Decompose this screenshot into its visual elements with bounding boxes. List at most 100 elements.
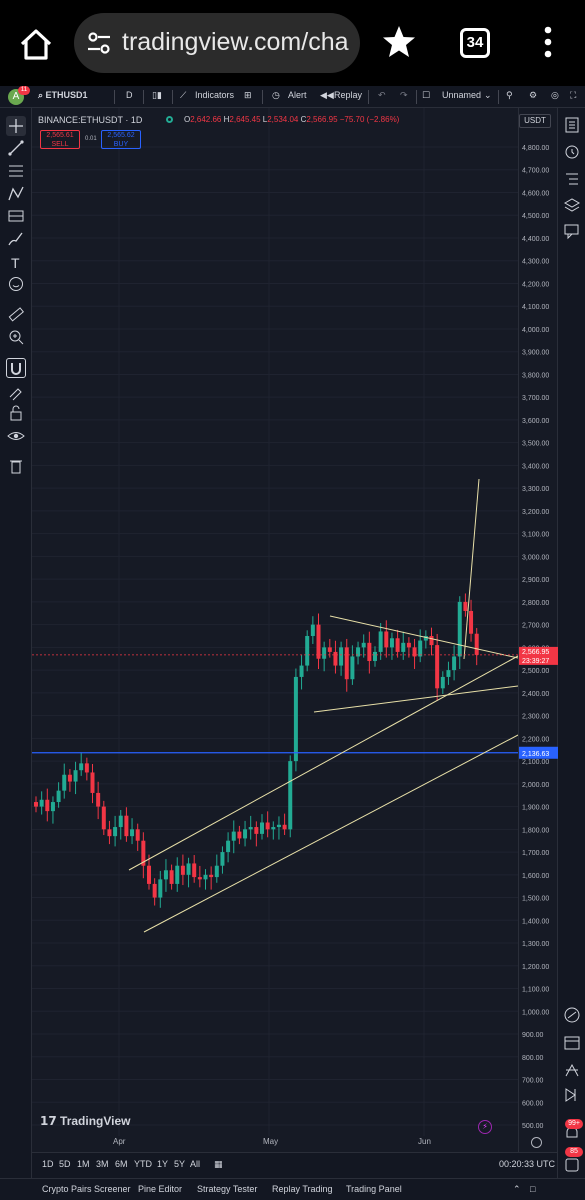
sell-label: SELL <box>51 141 69 148</box>
range-all[interactable]: All <box>190 1159 201 1169</box>
chevron-down-icon[interactable]: ⌄ <box>484 90 492 100</box>
zoom-in-icon[interactable] <box>6 327 26 347</box>
maximize-panel-icon[interactable]: □ <box>530 1184 536 1194</box>
bookmark-star-icon[interactable] <box>381 24 417 60</box>
currency-selector[interactable]: USDT <box>519 114 551 128</box>
change-value: −75.70 (−2.86%) <box>339 115 400 124</box>
ruler-icon[interactable] <box>6 304 26 324</box>
alerts-log-icon[interactable] <box>563 1086 581 1104</box>
text-tool-icon[interactable]: T <box>6 252 26 272</box>
replay-icon[interactable]: ◀◀ <box>320 90 334 100</box>
candle-body <box>412 647 417 657</box>
range-6m[interactable]: 6M <box>115 1159 128 1169</box>
lock-icon[interactable] <box>6 403 26 423</box>
url-bar[interactable]: tradingview.com/cha <box>74 13 360 73</box>
price-tick-label: 4,800.00 <box>522 145 549 152</box>
price-tick-label: 4,200.00 <box>522 281 549 288</box>
range-1m[interactable]: 1M <box>77 1159 90 1169</box>
candle-body <box>452 656 457 671</box>
alerts-clock-icon[interactable] <box>563 142 581 160</box>
templates-icon[interactable]: ⊞ <box>244 90 252 100</box>
brush-icon[interactable] <box>6 229 26 249</box>
left-drawing-toolbar: T <box>0 108 32 1178</box>
collapse-panel-icon[interactable]: ⌃ <box>513 1184 521 1194</box>
candle-body <box>356 647 361 657</box>
site-settings-icon[interactable] <box>86 31 112 55</box>
candle-body <box>169 870 174 884</box>
object-tree-icon[interactable] <box>563 170 581 188</box>
redo-icon[interactable]: ↷ <box>400 90 408 100</box>
close-label: C <box>300 115 307 124</box>
indicators-button[interactable]: Indicators <box>195 90 235 100</box>
layout-name-button[interactable]: Unnamed <box>442 90 482 100</box>
tab-replay-trading[interactable]: Replay Trading <box>272 1184 333 1194</box>
goto-date-icon[interactable]: ▦ <box>214 1159 223 1169</box>
chat-icon[interactable] <box>563 222 581 240</box>
tab-crypto-pairs-screener[interactable]: Crypto Pairs Screener <box>42 1184 131 1194</box>
camera-icon[interactable]: ◎ <box>551 90 559 100</box>
trash-icon[interactable] <box>6 456 26 476</box>
trend-line-icon[interactable] <box>6 138 26 158</box>
ideas-icon[interactable] <box>563 1006 581 1024</box>
range-ytd[interactable]: YTD <box>134 1159 152 1169</box>
alarm-clock-icon[interactable]: ◷ <box>272 90 280 100</box>
candle-style-icon[interactable]: ▯▮ <box>152 90 162 100</box>
axis-settings-icon[interactable] <box>531 1137 542 1148</box>
sell-button[interactable]: 2,565.61 SELL <box>40 130 80 149</box>
level-price-tag <box>519 746 558 759</box>
settings-gear-icon[interactable]: ⚙ <box>529 90 538 100</box>
range-1d[interactable]: 1D <box>42 1159 54 1169</box>
range-5d[interactable]: 5D <box>59 1159 71 1169</box>
buy-button[interactable]: 2,565.62 BUY <box>101 130 141 149</box>
candle-body <box>310 624 315 636</box>
tab-switcher-button[interactable]: 34 <box>460 28 490 58</box>
quick-search-icon[interactable]: ⚲ <box>506 90 513 100</box>
magnet-icon[interactable] <box>6 358 26 378</box>
tab-trading-panel[interactable]: Trading Panel <box>346 1184 402 1194</box>
fullscreen-icon[interactable]: ⛶ <box>570 90 577 100</box>
candle-body <box>463 601 468 611</box>
strategy-icon[interactable] <box>563 1060 581 1078</box>
range-5y[interactable]: 5Y <box>174 1159 186 1169</box>
prediction-tool-icon[interactable] <box>6 206 26 226</box>
candle-body <box>361 642 366 648</box>
range-3m[interactable]: 3M <box>96 1159 109 1169</box>
indicators-icon[interactable]: ⟋ <box>180 90 187 100</box>
symbol-search[interactable]: ⌕ ETHUSD1 <box>38 90 88 100</box>
price-chart[interactable]: Apr May Jun <box>32 108 557 1152</box>
help-icon[interactable] <box>563 1156 581 1174</box>
crosshair-icon[interactable] <box>6 116 26 136</box>
eye-icon[interactable] <box>6 426 26 446</box>
utc-clock[interactable]: 00:20:33 UTC <box>499 1159 556 1169</box>
candle-body <box>180 865 185 875</box>
tab-strategy-tester[interactable]: Strategy Tester <box>197 1184 258 1194</box>
price-scale-axis: 500.00 600.00 700.00 800.00 900.00 1,000.00 1,… <box>519 145 558 1130</box>
undo-icon[interactable]: ↶ <box>378 90 386 100</box>
chart-pane[interactable]: Apr May Jun <box>32 108 557 1152</box>
stay-in-drawing-mode-icon[interactable] <box>6 381 26 401</box>
layout-icon[interactable]: ☐ <box>422 90 431 100</box>
range-1y[interactable]: 1Y <box>157 1159 169 1169</box>
price-tick-label: 800.00 <box>522 1055 544 1062</box>
legend-symbol[interactable]: BINANCE:ETHUSDT · 1D <box>38 115 143 125</box>
candle-body <box>135 829 140 841</box>
replay-button[interactable]: Replay <box>334 90 363 100</box>
lightning-icon[interactable]: ⚡ <box>478 1120 492 1134</box>
price-scale[interactable]: 500.00 600.00 700.00 800.00 900.00 1,000.00 1,… <box>518 108 558 1152</box>
alert-button[interactable]: Alert <box>288 90 307 100</box>
calendar-icon[interactable] <box>563 1033 581 1051</box>
tab-pine-editor[interactable]: Pine Editor <box>138 1184 183 1194</box>
layers-icon[interactable] <box>563 196 581 214</box>
current-price-label: 2,566.95 <box>522 649 549 656</box>
emoji-icon[interactable] <box>6 274 26 294</box>
interval-button[interactable]: D <box>126 90 133 100</box>
more-menu-icon[interactable] <box>536 24 560 60</box>
fib-retracement-icon[interactable] <box>6 161 26 181</box>
candle-body <box>73 770 78 782</box>
candle-body <box>288 761 293 830</box>
candle-body <box>395 638 400 652</box>
pattern-tool-icon[interactable] <box>6 184 26 204</box>
home-icon[interactable] <box>14 22 58 66</box>
watchlist-icon[interactable] <box>563 116 581 134</box>
candle-body <box>446 670 451 677</box>
